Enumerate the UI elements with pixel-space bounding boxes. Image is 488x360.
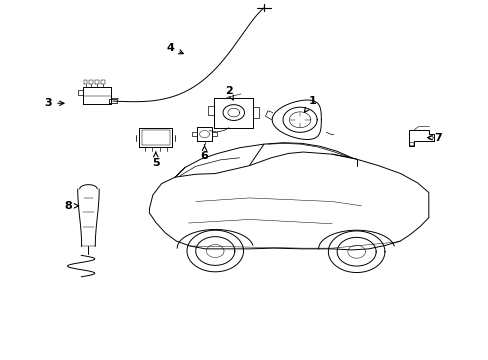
- Text: 3: 3: [44, 98, 64, 108]
- Text: 4: 4: [166, 43, 183, 54]
- Text: 2: 2: [224, 86, 233, 100]
- Text: 8: 8: [64, 201, 79, 211]
- Text: 6: 6: [200, 145, 208, 161]
- Text: 1: 1: [304, 96, 316, 112]
- Text: 7: 7: [427, 133, 442, 143]
- Text: 5: 5: [152, 152, 159, 168]
